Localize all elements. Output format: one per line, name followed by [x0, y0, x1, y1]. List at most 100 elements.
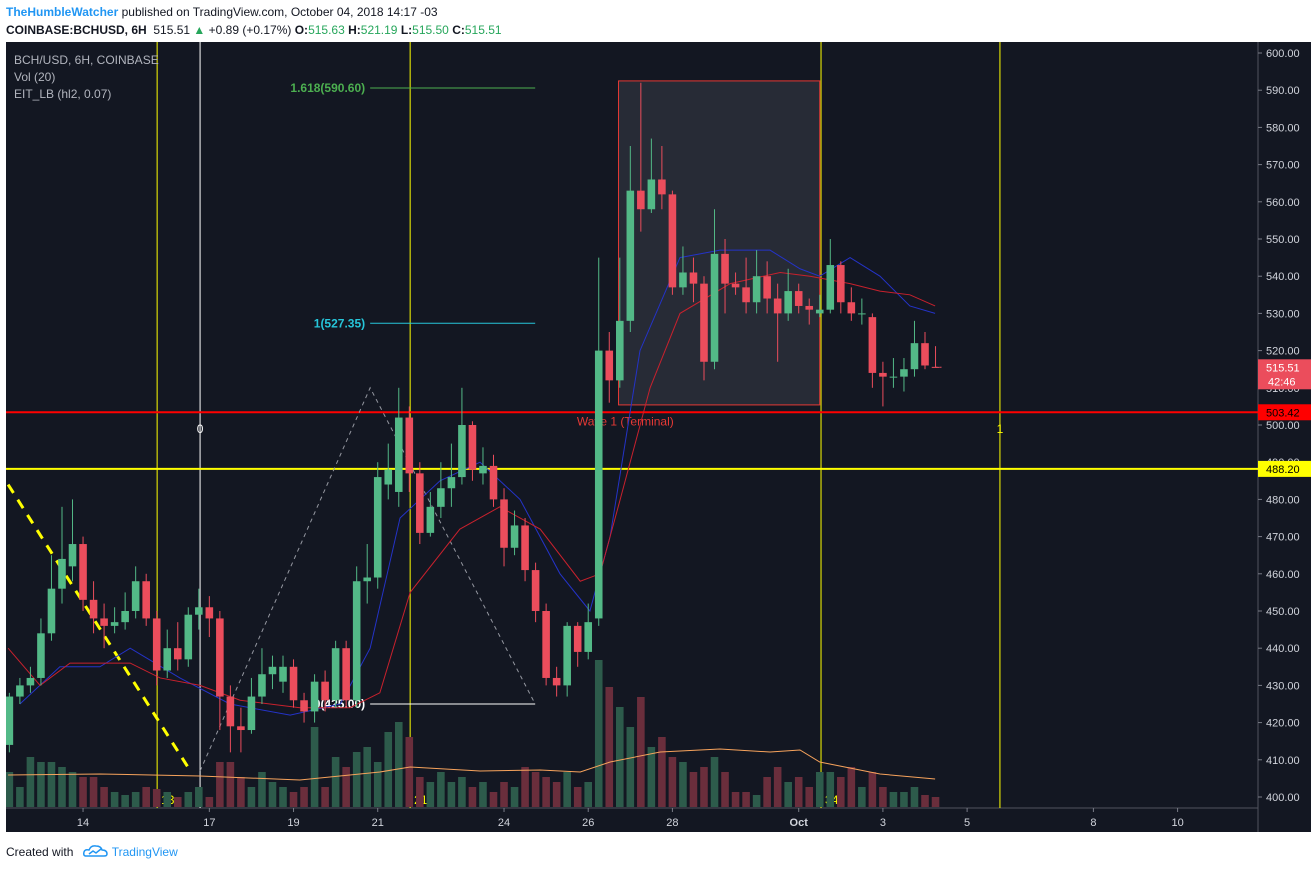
- candle-body: [489, 465, 498, 500]
- candle-body: [142, 581, 150, 619]
- candle-body: [521, 525, 529, 571]
- candle-body: [100, 618, 108, 626]
- price-tag: [1258, 404, 1311, 421]
- x-tick-label: 19: [287, 817, 299, 829]
- candle-body: [268, 666, 277, 675]
- legend: BCH/USD, 6H, COINBASE Vol (20) EIT_LB (h…: [14, 53, 159, 101]
- wave-box: [618, 80, 821, 406]
- volume-bar: [205, 797, 214, 807]
- volume-bar: [216, 762, 224, 807]
- x-tick-label: 26: [582, 817, 594, 829]
- x-tick-label: 3: [880, 817, 886, 829]
- candle-body: [647, 179, 656, 210]
- y-tick-label: 460.00: [1266, 569, 1300, 581]
- volume-bar: [763, 777, 771, 807]
- c: 515.51: [464, 23, 502, 37]
- candle-body: [742, 287, 750, 303]
- volume-bar: [542, 777, 550, 807]
- volume-bar: [521, 767, 529, 807]
- volume-bar: [163, 792, 172, 807]
- candle-body: [616, 320, 624, 381]
- y-tick-label: 500.00: [1266, 420, 1300, 432]
- candle-body: [426, 506, 435, 533]
- candle-body: [352, 581, 361, 701]
- candle-body: [689, 272, 698, 284]
- x-tick-label: 10: [1171, 817, 1183, 829]
- candle-body: [79, 544, 87, 600]
- axes: 400.00 410.00 420.00 430.00 440.00 450.00 460.…: [77, 48, 1311, 829]
- header: TheHumbleWatcher published on TradingVie…: [6, 3, 502, 39]
- volume-bar: [131, 792, 140, 807]
- volume-bar: [416, 777, 424, 807]
- candle-body: [363, 577, 371, 582]
- brand[interactable]: TradingView: [111, 845, 178, 859]
- volume-bar: [426, 782, 435, 807]
- candle-body: [721, 253, 729, 284]
- candle-body: [131, 581, 140, 611]
- candle-body: [89, 599, 98, 619]
- candle-body: [594, 350, 603, 619]
- x-tick-label: 21: [372, 817, 384, 829]
- volume-bar: [584, 782, 593, 807]
- volume-bar: [721, 772, 729, 807]
- volume-bar: [616, 707, 624, 807]
- volume-bar: [142, 787, 150, 807]
- y-tick-label: 420.00: [1266, 718, 1300, 730]
- wave-label: Wave 1 (Terminal): [577, 414, 674, 428]
- drawing-path: [6, 483, 192, 772]
- volume-bar: [247, 787, 256, 807]
- symbol: COINBASE:BCHUSD, 6H: [6, 23, 147, 37]
- candle-body: [552, 677, 561, 686]
- last-price-tag: [1258, 359, 1311, 390]
- volume-bar: [58, 767, 66, 807]
- candle-body: [700, 283, 708, 362]
- volume-bar: [268, 782, 277, 807]
- price-tag: [1258, 460, 1311, 477]
- volume-bar: [500, 782, 508, 807]
- candle-body: [910, 343, 919, 370]
- candle-body: [458, 425, 466, 478]
- y-tick-label: 530.00: [1266, 308, 1300, 320]
- author[interactable]: TheHumbleWatcher: [6, 5, 119, 19]
- footer: Created with TradingView: [6, 844, 178, 859]
- volume-bar: [26, 757, 35, 807]
- y-tick-label: 540.00: [1266, 271, 1300, 283]
- candle-body: [121, 610, 129, 623]
- candle-body: [184, 614, 193, 660]
- volume-bar: [868, 772, 877, 807]
- y-tick-label: 600.00: [1266, 48, 1300, 60]
- trend-time-label: 0: [197, 422, 204, 436]
- candle-body: [542, 610, 550, 678]
- candle-body: [605, 350, 614, 381]
- candle-body: [163, 648, 172, 671]
- candle-body: [794, 291, 803, 306]
- candle-body: [668, 194, 677, 288]
- volume-bar: [731, 792, 740, 807]
- candle-body: [563, 625, 571, 686]
- y-tick-label: 410.00: [1266, 755, 1300, 767]
- volume-bar: [237, 777, 245, 807]
- volume-bar: [594, 660, 603, 807]
- c-label: C:: [452, 23, 465, 37]
- volume-bar: [658, 737, 666, 807]
- candle-body: [479, 465, 487, 474]
- volume-bar: [794, 777, 803, 807]
- h-label: H:: [348, 23, 361, 37]
- volume-bar: [837, 777, 845, 807]
- candle-body: [584, 622, 593, 652]
- candle-body: [879, 372, 887, 377]
- candle-body: [373, 477, 382, 578]
- volume-bar: [552, 782, 561, 807]
- volume-bar: [510, 787, 519, 807]
- header-line-2: COINBASE:BCHUSD, 6H 515.51 ▲ +0.89 (+0.1…: [6, 21, 502, 39]
- volume-bar: [373, 762, 382, 807]
- arrow: ▲: [193, 23, 206, 37]
- candle-body: [447, 477, 456, 489]
- volume-bar: [458, 777, 466, 807]
- volume-bar: [805, 787, 814, 807]
- volume-bar: [289, 792, 298, 807]
- volume-bar: [68, 772, 77, 807]
- candle-body: [805, 305, 814, 310]
- volume-bar: [784, 782, 792, 807]
- candle-body: [384, 469, 393, 485]
